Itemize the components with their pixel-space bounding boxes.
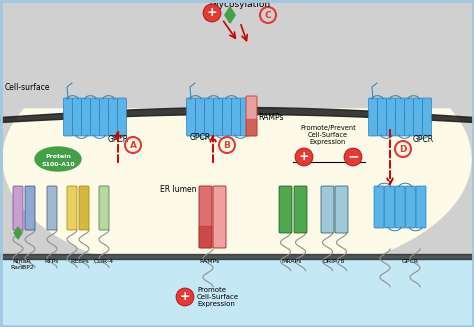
- FancyBboxPatch shape: [240, 98, 249, 136]
- FancyBboxPatch shape: [246, 96, 257, 136]
- FancyBboxPatch shape: [199, 186, 212, 248]
- FancyBboxPatch shape: [416, 186, 426, 228]
- FancyBboxPatch shape: [246, 119, 257, 136]
- FancyBboxPatch shape: [422, 98, 431, 136]
- FancyBboxPatch shape: [73, 98, 82, 136]
- Text: RTPs: RTPs: [45, 259, 59, 264]
- FancyBboxPatch shape: [47, 186, 57, 230]
- Text: RAMPs: RAMPs: [258, 112, 283, 122]
- Text: S100-A10: S100-A10: [41, 162, 75, 166]
- Text: C: C: [264, 10, 271, 20]
- Polygon shape: [225, 7, 235, 23]
- FancyBboxPatch shape: [213, 186, 226, 248]
- FancyBboxPatch shape: [79, 186, 89, 230]
- Circle shape: [203, 4, 221, 22]
- FancyBboxPatch shape: [204, 98, 213, 136]
- Bar: [0, 255, 474, 327]
- Polygon shape: [14, 227, 22, 239]
- FancyBboxPatch shape: [294, 186, 307, 233]
- FancyBboxPatch shape: [213, 98, 222, 136]
- Ellipse shape: [3, 39, 471, 279]
- Text: DRIP78: DRIP78: [323, 259, 345, 264]
- Text: NinaA
RanBP2: NinaA RanBP2: [10, 259, 34, 270]
- Text: ER lumen: ER lumen: [160, 184, 196, 194]
- Text: +: +: [207, 6, 217, 19]
- FancyBboxPatch shape: [186, 98, 195, 136]
- FancyBboxPatch shape: [99, 186, 109, 230]
- Text: Promote/Prevent
Cell-Surface
Expression: Promote/Prevent Cell-Surface Expression: [300, 125, 356, 145]
- Bar: [0, 0, 474, 107]
- Text: GPCR: GPCR: [190, 133, 210, 142]
- FancyBboxPatch shape: [222, 98, 231, 136]
- Circle shape: [344, 148, 362, 166]
- FancyBboxPatch shape: [82, 98, 91, 136]
- Text: +: +: [299, 150, 310, 163]
- FancyBboxPatch shape: [413, 98, 422, 136]
- Text: −: −: [347, 149, 359, 164]
- FancyBboxPatch shape: [100, 98, 109, 136]
- FancyBboxPatch shape: [195, 98, 204, 136]
- FancyBboxPatch shape: [67, 186, 77, 230]
- Ellipse shape: [35, 147, 81, 171]
- FancyBboxPatch shape: [118, 98, 127, 136]
- FancyBboxPatch shape: [64, 98, 73, 136]
- FancyBboxPatch shape: [13, 186, 23, 230]
- Text: REEPs: REEPs: [71, 259, 90, 264]
- Text: ODR-4: ODR-4: [94, 259, 114, 264]
- FancyBboxPatch shape: [374, 186, 384, 228]
- FancyBboxPatch shape: [25, 186, 35, 230]
- FancyBboxPatch shape: [377, 98, 386, 136]
- Text: +: +: [180, 290, 191, 303]
- Text: D: D: [399, 145, 407, 153]
- FancyBboxPatch shape: [395, 98, 404, 136]
- FancyBboxPatch shape: [91, 98, 100, 136]
- FancyBboxPatch shape: [321, 186, 334, 233]
- FancyBboxPatch shape: [404, 98, 413, 136]
- FancyBboxPatch shape: [279, 186, 292, 233]
- Text: Glycosylation: Glycosylation: [210, 0, 271, 9]
- Text: RAMPs: RAMPs: [200, 259, 220, 264]
- Text: A: A: [129, 141, 137, 149]
- FancyBboxPatch shape: [395, 186, 405, 228]
- Text: Protein: Protein: [45, 154, 71, 160]
- FancyBboxPatch shape: [335, 186, 348, 233]
- Circle shape: [176, 288, 194, 306]
- FancyBboxPatch shape: [405, 186, 416, 228]
- FancyBboxPatch shape: [109, 98, 118, 136]
- Text: GPCR: GPCR: [108, 135, 129, 144]
- Text: Promote
Cell-Surface
Expression: Promote Cell-Surface Expression: [197, 287, 239, 307]
- FancyBboxPatch shape: [368, 98, 377, 136]
- Text: B: B: [224, 141, 230, 149]
- FancyBboxPatch shape: [199, 226, 212, 248]
- Text: GPCR: GPCR: [401, 259, 419, 264]
- Text: Cell-surface: Cell-surface: [5, 82, 51, 92]
- Text: MRAPs: MRAPs: [282, 259, 302, 264]
- Circle shape: [295, 148, 313, 166]
- FancyBboxPatch shape: [231, 98, 240, 136]
- FancyBboxPatch shape: [386, 98, 395, 136]
- Text: GPCR: GPCR: [413, 135, 434, 144]
- FancyBboxPatch shape: [384, 186, 394, 228]
